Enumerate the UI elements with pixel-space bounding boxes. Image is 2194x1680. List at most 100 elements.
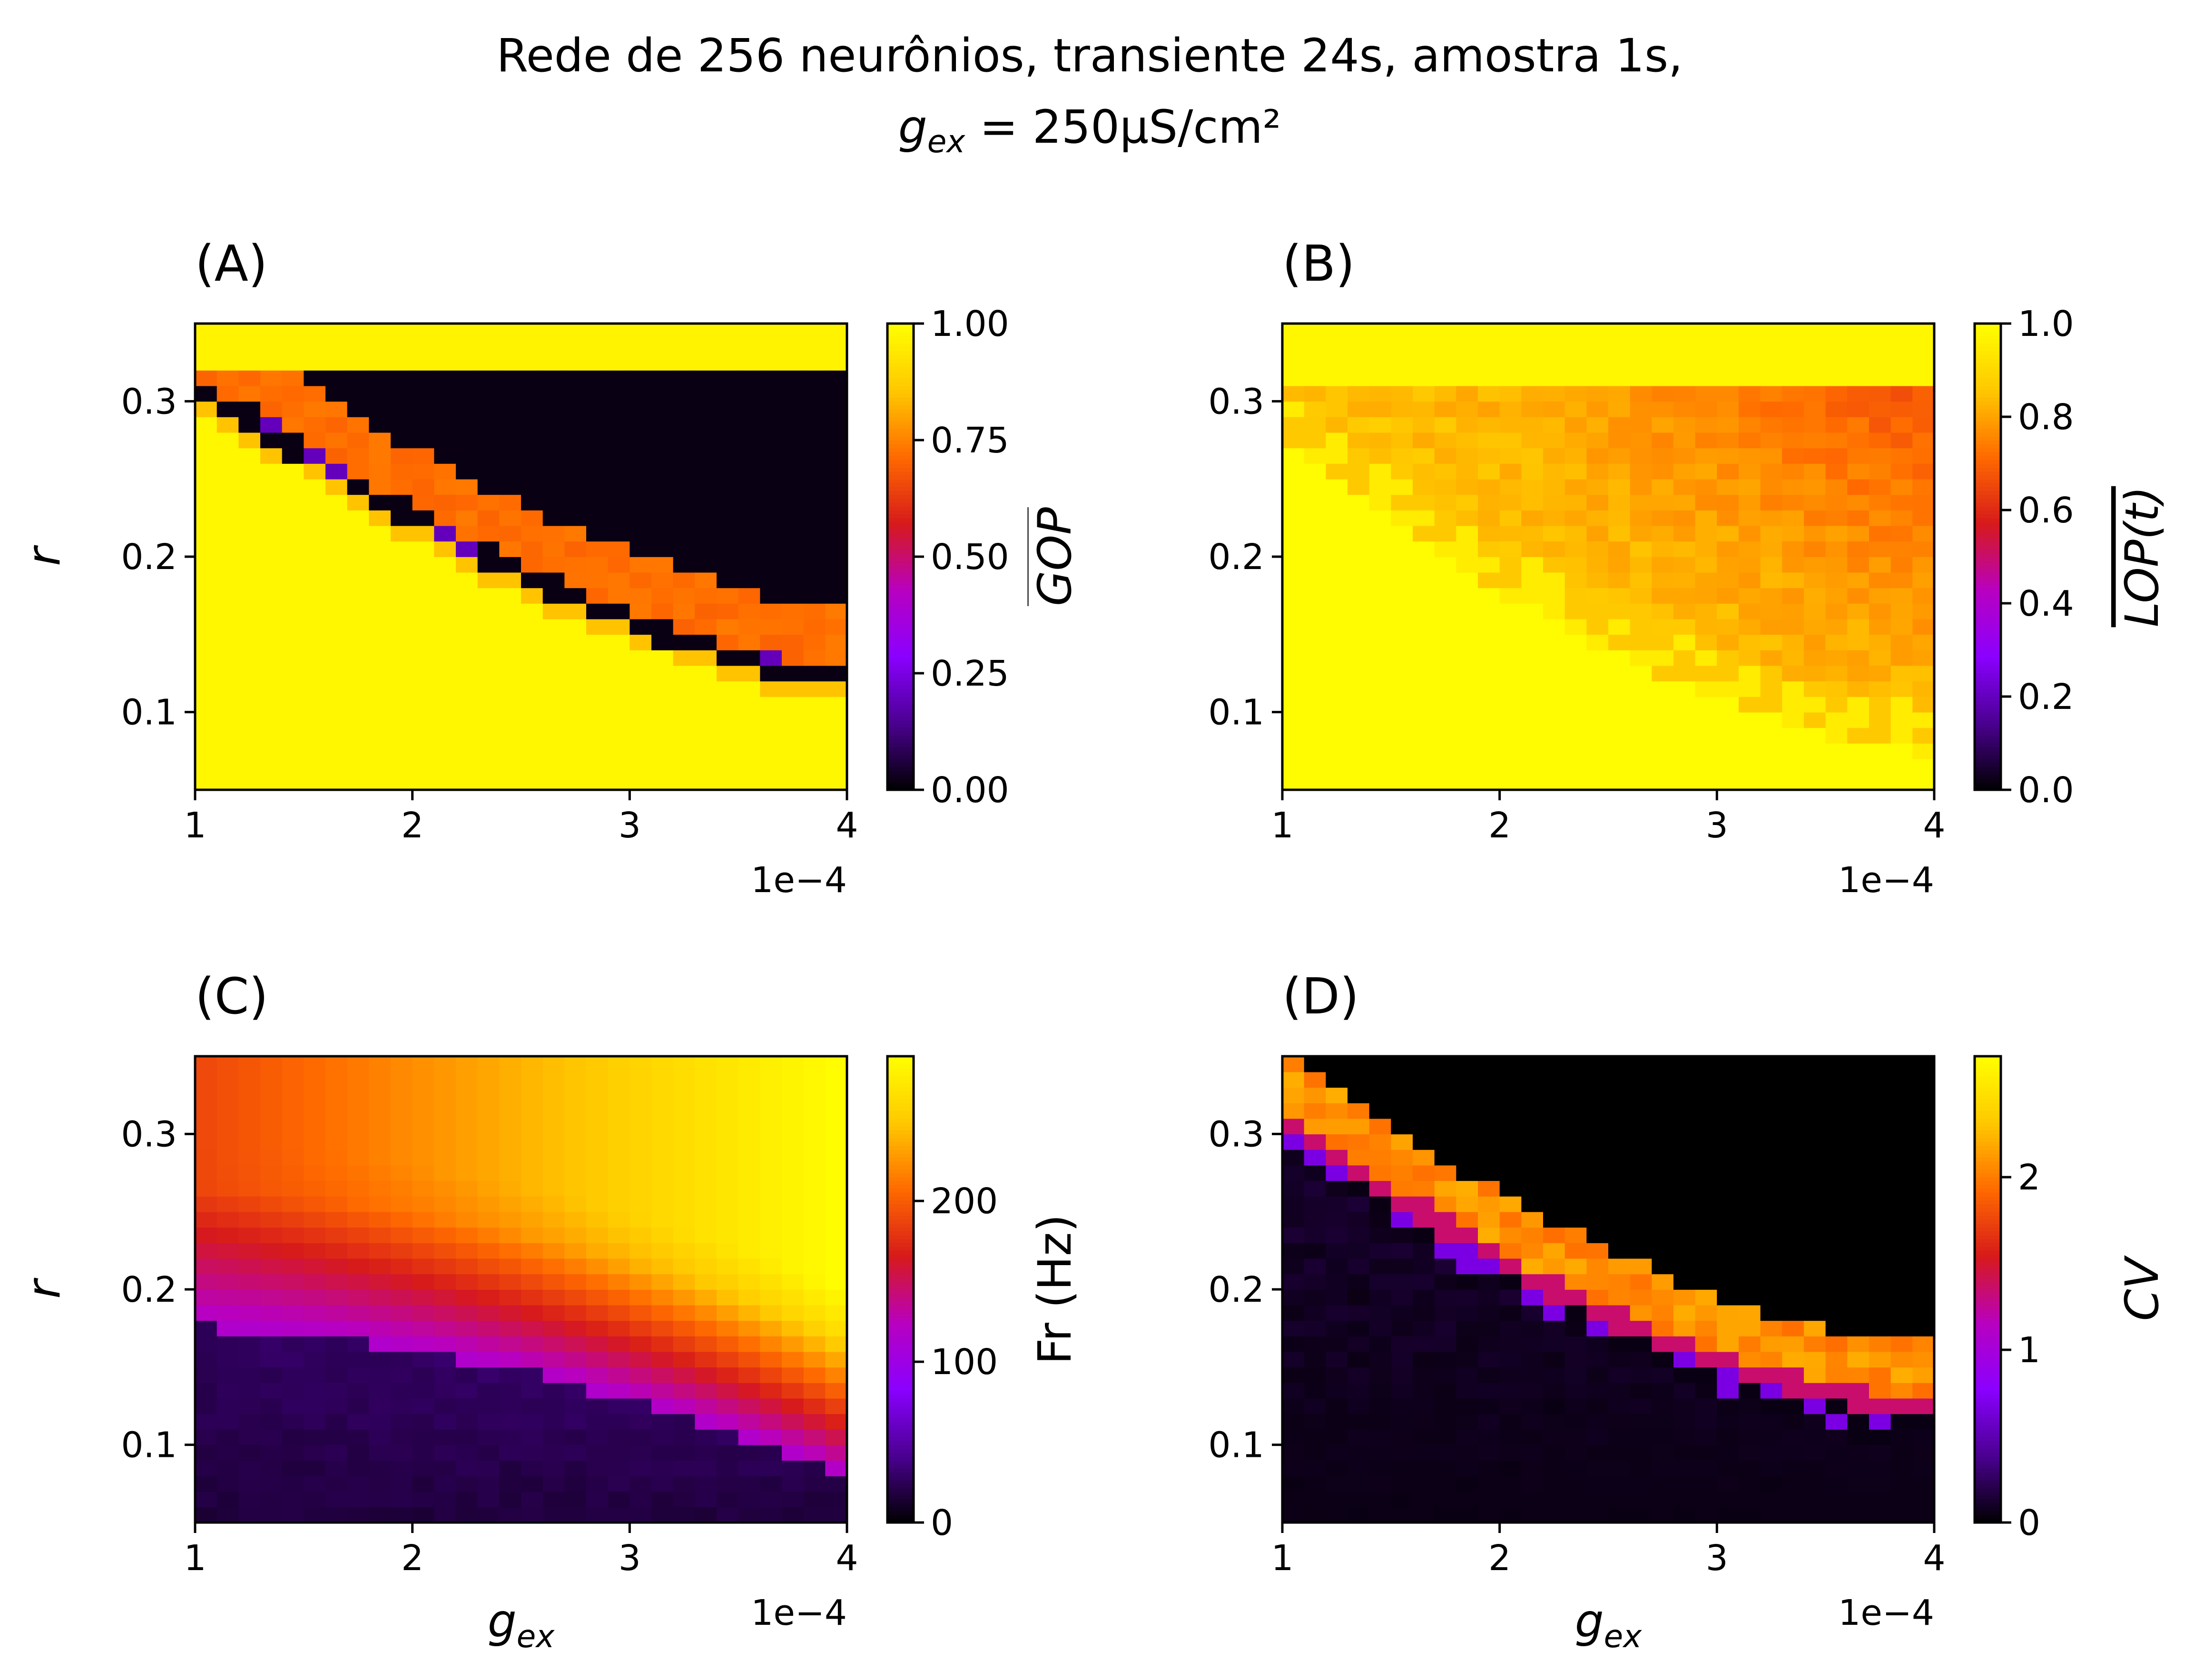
heatmap-cell bbox=[1413, 494, 1435, 511]
colorbar-segment bbox=[887, 374, 914, 379]
heatmap-cell bbox=[717, 650, 739, 666]
heatmap-cell bbox=[1369, 1383, 1392, 1399]
heatmap-cell bbox=[1521, 479, 1544, 495]
heatmap-cell bbox=[651, 743, 674, 759]
heatmap-cell bbox=[1369, 385, 1392, 402]
heatmap-cell bbox=[608, 1476, 630, 1492]
heatmap-cell bbox=[1630, 665, 1653, 682]
heatmap-cell bbox=[1369, 1118, 1392, 1135]
heatmap-cell bbox=[803, 432, 826, 449]
heatmap-cell bbox=[1543, 510, 1565, 526]
heatmap-cell bbox=[1478, 665, 1500, 682]
heatmap-cell bbox=[238, 1491, 261, 1508]
colorbar-segment bbox=[1975, 529, 2001, 534]
heatmap-cell bbox=[195, 1071, 217, 1088]
heatmap-cell bbox=[1673, 510, 1696, 526]
heatmap-cell bbox=[1912, 1289, 1935, 1306]
heatmap-cell bbox=[1890, 557, 1913, 573]
heatmap-cell bbox=[521, 1320, 543, 1336]
heatmap-cell bbox=[1456, 339, 1478, 355]
heatmap-cell bbox=[304, 681, 326, 697]
heatmap-cell bbox=[1804, 417, 1826, 433]
heatmap-cell bbox=[325, 432, 348, 449]
colorbar-segment bbox=[1975, 1204, 2001, 1208]
heatmap-cell bbox=[1695, 432, 1718, 449]
heatmap-cell bbox=[1369, 1274, 1392, 1290]
colorbar-segment bbox=[887, 1495, 914, 1500]
heatmap-cell bbox=[1391, 370, 1413, 386]
heatmap-cell bbox=[717, 432, 739, 449]
heatmap-cell bbox=[1521, 1367, 1544, 1383]
heatmap-cell bbox=[1782, 448, 1804, 464]
heatmap-cell bbox=[1782, 479, 1804, 495]
heatmap-cell bbox=[695, 1134, 717, 1150]
heatmap-cell bbox=[586, 432, 609, 449]
heatmap-cell bbox=[1717, 370, 1739, 386]
heatmap-cell bbox=[825, 1444, 847, 1461]
colorbar-segment bbox=[1975, 393, 2001, 398]
heatmap-cell bbox=[1391, 1165, 1413, 1181]
heatmap-cell bbox=[1456, 417, 1478, 433]
heatmap-cell bbox=[1413, 1398, 1435, 1415]
heatmap-cell bbox=[1652, 417, 1674, 433]
heatmap-cell bbox=[695, 1429, 717, 1445]
heatmap-cell bbox=[1847, 1289, 1869, 1306]
heatmap-cell bbox=[695, 697, 717, 713]
heatmap-cell bbox=[1804, 1071, 1826, 1088]
heatmap-cell bbox=[347, 650, 370, 666]
heatmap-cell bbox=[238, 1243, 261, 1259]
heatmap-cell bbox=[1478, 650, 1500, 666]
heatmap-cell bbox=[1782, 588, 1804, 604]
heatmap-cell bbox=[1890, 1071, 1913, 1088]
heatmap-cell bbox=[282, 712, 305, 728]
heatmap-cell bbox=[825, 541, 847, 557]
heatmap-cell bbox=[282, 432, 305, 449]
heatmap-cell bbox=[564, 1305, 587, 1321]
heatmap-cell bbox=[1456, 1196, 1478, 1212]
heatmap-cell bbox=[1912, 588, 1935, 604]
heatmap-cell bbox=[325, 479, 348, 495]
heatmap-cell bbox=[717, 1305, 739, 1321]
heatmap-cell bbox=[1912, 432, 1935, 449]
heatmap-cell bbox=[630, 1444, 652, 1461]
heatmap-cell bbox=[1890, 1134, 1913, 1150]
heatmap-cell bbox=[738, 758, 761, 775]
heatmap-cell bbox=[1782, 619, 1804, 635]
heatmap-cell bbox=[1586, 557, 1609, 573]
heatmap-cell bbox=[1869, 1491, 1891, 1508]
heatmap-cell bbox=[325, 1071, 348, 1088]
heatmap-cell bbox=[760, 1118, 782, 1135]
heatmap-cell bbox=[586, 1196, 609, 1212]
heatmap-cell bbox=[608, 479, 630, 495]
colorbar-segment bbox=[1975, 1363, 2001, 1368]
heatmap-cell bbox=[260, 417, 283, 433]
heatmap-cell bbox=[608, 619, 630, 635]
heatmap-cell bbox=[586, 1320, 609, 1336]
heatmap-cell bbox=[760, 1071, 782, 1088]
heatmap-cell bbox=[521, 557, 543, 573]
heatmap-cell bbox=[1543, 727, 1565, 744]
heatmap-cell bbox=[282, 417, 305, 433]
heatmap-cell bbox=[282, 557, 305, 573]
heatmap-cell bbox=[1847, 1196, 1869, 1212]
heatmap-cell bbox=[1804, 1196, 1826, 1212]
heatmap-cell bbox=[651, 448, 674, 464]
heatmap-cell bbox=[760, 1258, 782, 1275]
heatmap-cell bbox=[412, 324, 435, 340]
heatmap-cell bbox=[1478, 681, 1500, 697]
heatmap-cell bbox=[1543, 1383, 1565, 1399]
heatmap-cell bbox=[1608, 1507, 1631, 1523]
heatmap-cell bbox=[1304, 541, 1327, 557]
colorbar-segment bbox=[887, 751, 914, 756]
heatmap-cell bbox=[260, 1429, 283, 1445]
heatmap-cell bbox=[412, 603, 435, 619]
heatmap-cell bbox=[282, 1491, 305, 1508]
heatmap-cell bbox=[738, 1414, 761, 1430]
heatmap-cell bbox=[1348, 727, 1370, 744]
heatmap-cell bbox=[1499, 1056, 1522, 1072]
heatmap-cell bbox=[1825, 1118, 1848, 1135]
heatmap-cell bbox=[369, 1460, 391, 1476]
heatmap-cell bbox=[738, 1429, 761, 1445]
heatmap-cell bbox=[608, 1165, 630, 1181]
heatmap-cell bbox=[1608, 1289, 1631, 1306]
